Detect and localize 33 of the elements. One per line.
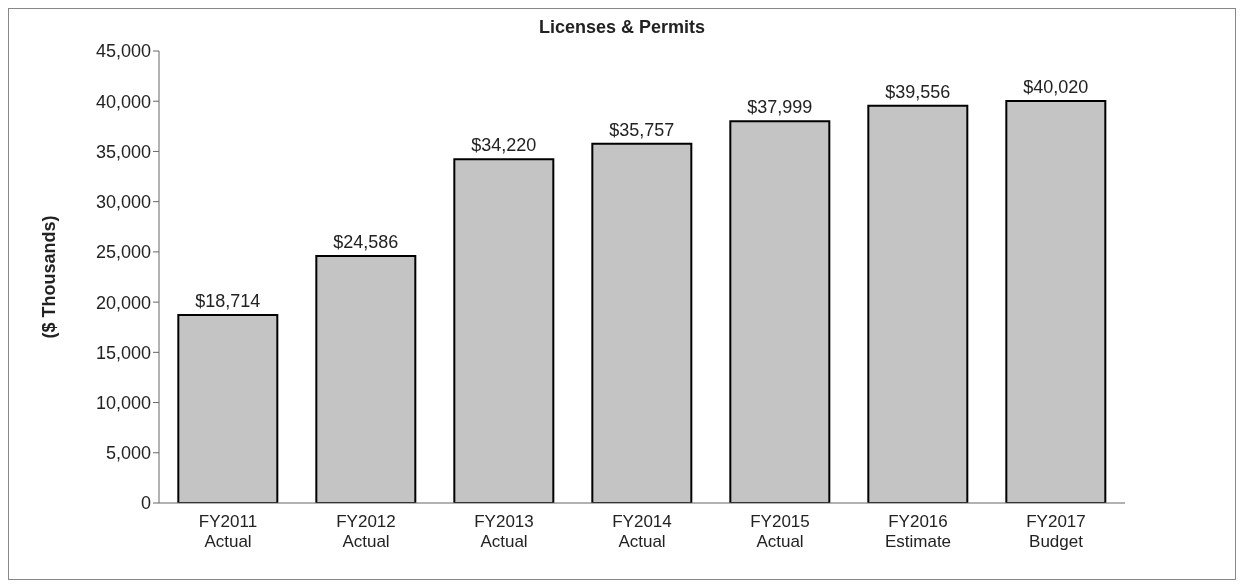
x-tick-label: FY2016 Estimate: [884, 512, 952, 551]
data-label: $24,586: [333, 232, 399, 253]
bar: [1005, 100, 1107, 503]
y-tick-label: 15,000: [95, 342, 151, 363]
y-tick-label: 20,000: [95, 292, 151, 313]
y-tick-label: 30,000: [95, 192, 151, 213]
bar: [591, 142, 693, 503]
bar: [177, 314, 279, 503]
bar: [729, 120, 831, 503]
bar: [867, 104, 969, 503]
data-label: $35,757: [609, 119, 675, 140]
y-tick-label: 25,000: [95, 242, 151, 263]
data-label: $40,020: [1023, 77, 1089, 98]
data-label: $39,556: [885, 81, 951, 102]
data-label: $18,714: [195, 291, 261, 312]
x-tick-label: FY2011 Actual: [198, 512, 258, 551]
data-label: $34,220: [471, 135, 537, 156]
y-tick-label: 45,000: [95, 41, 151, 62]
bar: [315, 255, 417, 503]
x-tick-label: FY2013 Actual: [474, 512, 534, 551]
data-label: $37,999: [747, 97, 813, 118]
chart-title: Licenses & Permits: [537, 17, 707, 38]
y-axis-title: ($ Thousands): [39, 215, 60, 339]
y-tick-label: 10,000: [95, 392, 151, 413]
x-tick-label: FY2014 Actual: [612, 512, 672, 551]
y-tick-label: 35,000: [95, 141, 151, 162]
x-tick-label: FY2017 Budget: [1026, 512, 1086, 551]
y-tick-label: 0: [140, 493, 151, 514]
y-tick-label: 40,000: [95, 91, 151, 112]
x-tick-label: FY2015 Actual: [750, 512, 810, 551]
y-tick-label: 5,000: [105, 443, 151, 464]
x-tick-label: FY2012 Actual: [336, 512, 396, 551]
bar: [453, 158, 555, 503]
